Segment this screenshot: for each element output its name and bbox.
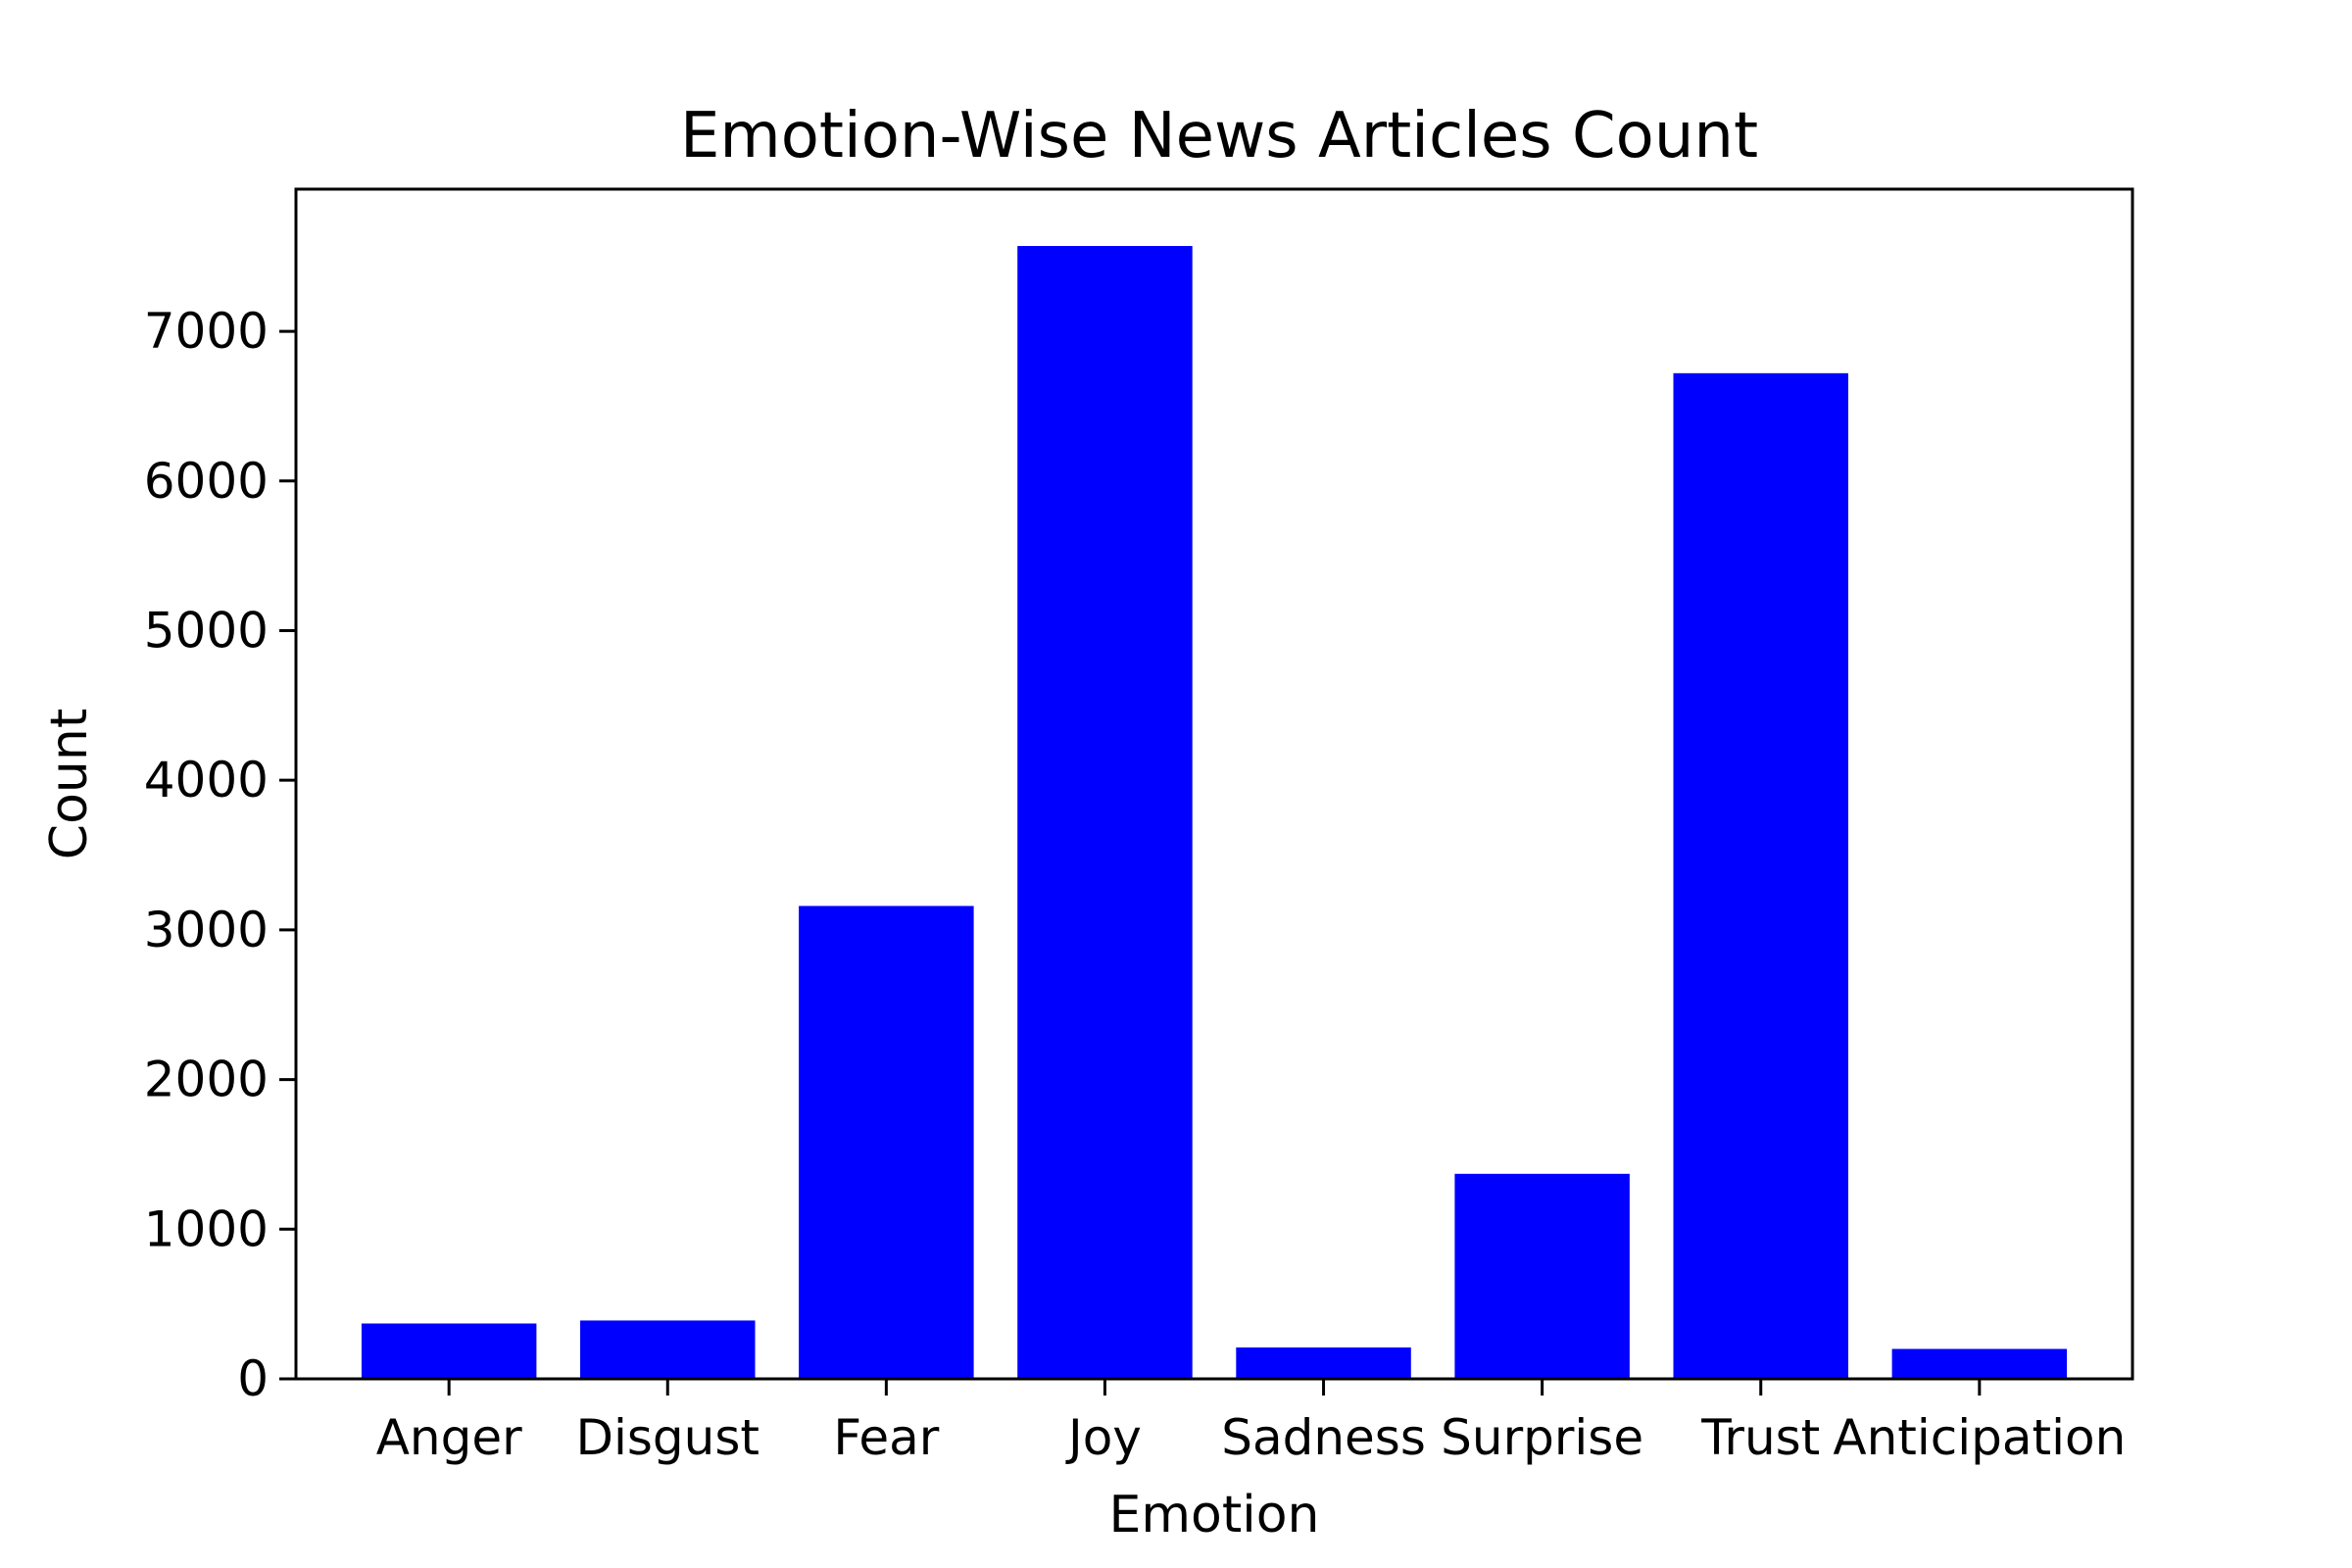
y-tick-label: 4000 bbox=[144, 752, 269, 808]
bars-group bbox=[361, 246, 2068, 1379]
bar-sadness bbox=[1236, 1347, 1411, 1379]
y-tick-label: 7000 bbox=[144, 303, 269, 360]
y-tick-label: 3000 bbox=[144, 902, 269, 958]
bar-joy bbox=[1017, 246, 1193, 1379]
x-tick-label: Disgust bbox=[575, 1409, 760, 1466]
x-axis-ticks: Anger Disgust Fear Joy Sadness Surprise Trust A… bbox=[376, 1379, 2126, 1466]
x-tick-label: Trust bbox=[1700, 1409, 1820, 1466]
x-tick-label: Surprise bbox=[1441, 1409, 1643, 1466]
y-axis-label: Count bbox=[40, 709, 99, 859]
x-tick-label: Joy bbox=[1065, 1409, 1142, 1466]
y-tick-label: 2000 bbox=[144, 1052, 269, 1108]
chart-title: Emotion-Wise News Articles Count bbox=[680, 100, 1758, 172]
x-axis-label: Emotion bbox=[1109, 1486, 1320, 1544]
bar-anticipation bbox=[1891, 1348, 2068, 1379]
y-tick-label: 0 bbox=[237, 1350, 269, 1407]
plot-frame bbox=[294, 187, 2134, 1381]
bar-fear bbox=[799, 906, 974, 1379]
x-tick-label: Anticipation bbox=[1833, 1409, 2126, 1466]
bar-anger bbox=[361, 1323, 537, 1379]
y-tick-label: 5000 bbox=[144, 602, 269, 659]
bar-disgust bbox=[580, 1320, 756, 1379]
x-tick-label: Sadness bbox=[1221, 1409, 1426, 1466]
x-tick-label: Fear bbox=[833, 1409, 939, 1466]
y-tick-label: 6000 bbox=[144, 453, 269, 510]
bar-trust bbox=[1673, 372, 1848, 1379]
y-axis-ticks: 0 1000 2000 3000 4000 5000 6000 7000 bbox=[144, 303, 296, 1407]
x-tick-label: Anger bbox=[376, 1409, 522, 1466]
bar-surprise bbox=[1454, 1173, 1630, 1379]
y-tick-label: 1000 bbox=[144, 1200, 269, 1257]
